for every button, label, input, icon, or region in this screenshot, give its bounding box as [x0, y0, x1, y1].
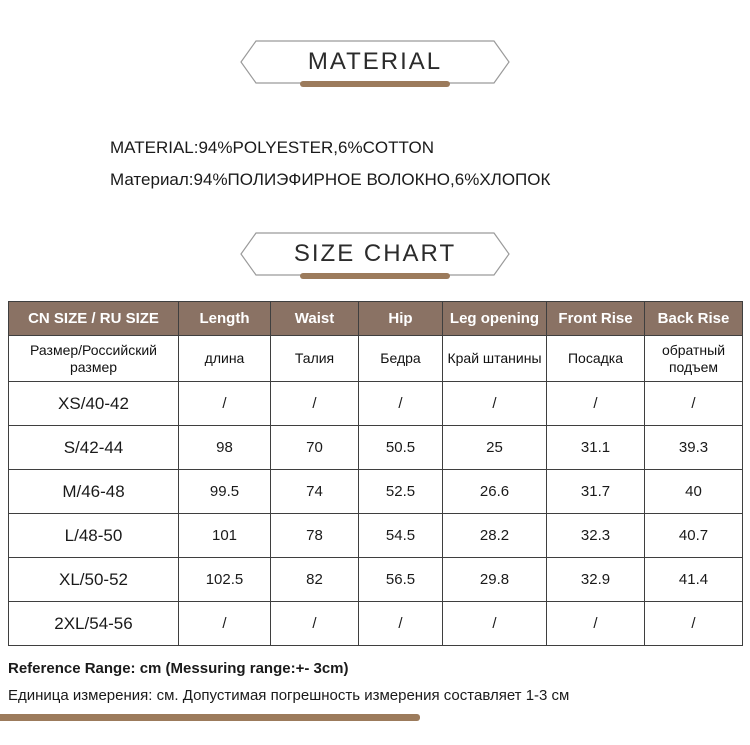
value-cell: 31.7 — [546, 469, 645, 514]
value-cell: 70 — [270, 425, 359, 470]
value-cell: / — [442, 381, 547, 426]
size-table-body: XS/40-42// / / / / S/42-44 98 70 50.5 25 31.1 39.3 M… — [8, 381, 743, 646]
material-composition-en: MATERIAL:94%POLYESTER,6%COTTON — [110, 138, 435, 157]
reference-notes: Reference Range: cm (Messuring range:+- … — [8, 660, 750, 704]
table-row: M/46-48 99.5 74 52.5 26.6 31.7 40 — [8, 469, 743, 514]
value-cell: 26.6 — [442, 469, 547, 514]
value-cell: / — [270, 601, 359, 646]
bottom-accent-bar — [0, 714, 420, 721]
subheader-cell-front-rise: Посадка — [546, 335, 645, 382]
size-table: CN SIZE / RU SIZE Length Waist Hip Leg o… — [8, 301, 743, 646]
size-chart-title: SIZE CHART — [293, 240, 457, 267]
subheader-cell-waist: Талия — [270, 335, 359, 382]
banner-hexagon-shape — [240, 232, 510, 276]
value-cell: / — [178, 601, 271, 646]
value-cell: / — [178, 381, 271, 426]
header-cell-size: CN SIZE / RU SIZE — [8, 301, 179, 336]
value-cell: 78 — [270, 513, 359, 558]
subheader-cell-leg-opening: Край штанины — [442, 335, 547, 382]
value-cell: 25 — [442, 425, 547, 470]
subheader-cell-size: Размер/Российский размер — [8, 335, 179, 382]
value-cell: 99.5 — [178, 469, 271, 514]
value-cell: 54.5 — [358, 513, 443, 558]
size-label-cell: L/48-50 — [8, 513, 179, 558]
value-cell: 101 — [178, 513, 271, 558]
value-cell: 39.3 — [644, 425, 743, 470]
subheader-cell-back-rise: обратный подъем — [644, 335, 743, 382]
value-cell: 98 — [178, 425, 271, 470]
table-row: 2XL/54-56// / / / / — [8, 601, 743, 646]
material-composition-ru: Материал:94%ПОЛИЭФИРНОЕ ВОЛОКНО,6%ХЛОПОК — [110, 170, 551, 189]
value-cell: 31.1 — [546, 425, 645, 470]
material-composition: MATERIAL:94%POLYESTER,6%COTTON Материал:… — [110, 132, 750, 196]
size-label-cell: M/46-48 — [8, 469, 179, 514]
size-label-cell: XL/50-52 — [8, 557, 179, 602]
banner-hexagon-shape — [240, 40, 510, 84]
value-cell: 40 — [644, 469, 743, 514]
material-accent-bar — [300, 81, 450, 87]
value-cell: / — [358, 381, 443, 426]
value-cell: 102.5 — [178, 557, 271, 602]
value-cell: / — [644, 601, 743, 646]
value-cell: / — [358, 601, 443, 646]
value-cell: 32.3 — [546, 513, 645, 558]
table-row: S/42-44 98 70 50.5 25 31.1 39.3 — [8, 425, 743, 470]
subheader-cell-length: длина — [178, 335, 271, 382]
value-cell: / — [644, 381, 743, 426]
size-label-cell: XS/40-42 — [8, 381, 179, 426]
table-row: XL/50-52 102.5 82 56.5 29.8 32.9 41.4 — [8, 557, 743, 602]
size-chart-accent-bar — [300, 273, 450, 279]
reference-range-ru: Единица измерения: см. Допустимая погреш… — [8, 687, 570, 704]
subheader-cell-hip: Бедра — [358, 335, 443, 382]
value-cell: / — [546, 381, 645, 426]
header-cell-hip: Hip — [358, 301, 443, 336]
size-chart-banner: SIZE CHART — [240, 232, 510, 276]
value-cell: 52.5 — [358, 469, 443, 514]
size-label-cell: 2XL/54-56 — [8, 601, 179, 646]
value-cell: 32.9 — [546, 557, 645, 602]
header-cell-front-rise: Front Rise — [546, 301, 645, 336]
reference-range-en: Reference Range: cm (Messuring range:+- … — [8, 660, 349, 677]
value-cell: 41.4 — [644, 557, 743, 602]
value-cell: 74 — [270, 469, 359, 514]
value-cell: 82 — [270, 557, 359, 602]
table-row: XS/40-42// / / / / — [8, 381, 743, 426]
value-cell: / — [270, 381, 359, 426]
size-label-cell: S/42-44 — [8, 425, 179, 470]
table-row: L/48-50 101 78 54.5 28.2 32.3 40.7 — [8, 513, 743, 558]
header-cell-leg-opening: Leg opening — [442, 301, 547, 336]
table-header-row-ru: Размер/Российский размер длина Талия Бед… — [8, 335, 743, 382]
header-cell-waist: Waist — [270, 301, 359, 336]
header-cell-length: Length — [178, 301, 271, 336]
value-cell: / — [442, 601, 547, 646]
value-cell: 50.5 — [358, 425, 443, 470]
table-header-row-en: CN SIZE / RU SIZE Length Waist Hip Leg o… — [8, 301, 743, 336]
value-cell: 56.5 — [358, 557, 443, 602]
value-cell: 28.2 — [442, 513, 547, 558]
material-banner: MATERIAL — [240, 40, 510, 84]
value-cell: 40.7 — [644, 513, 743, 558]
value-cell: 29.8 — [442, 557, 547, 602]
value-cell: / — [546, 601, 645, 646]
header-cell-back-rise: Back Rise — [644, 301, 743, 336]
size-chart-banner-wrap: SIZE CHART — [0, 232, 750, 279]
material-title: MATERIAL — [307, 48, 443, 75]
